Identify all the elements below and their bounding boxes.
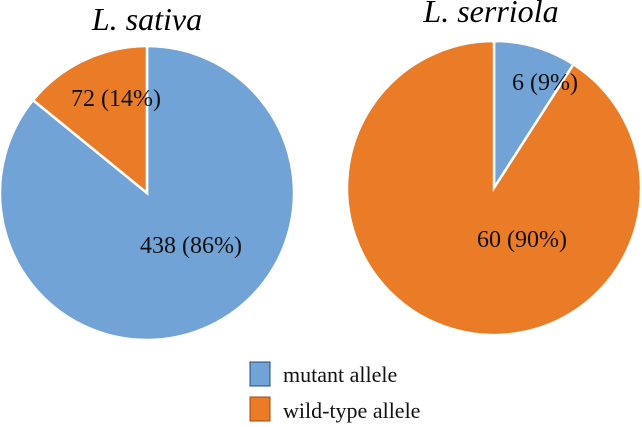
pie-chart-l-serriola: L. serriola 6 (9%) 60 (90%) (345, 0, 642, 337)
slice-label-l-serriola-mutant: 6 (9%) (512, 70, 578, 96)
pie-title-l-sativa: L. sativa (91, 1, 202, 37)
legend-label-mutant: mutant allele (283, 362, 397, 387)
legend-label-wild-type: wild-type allele (283, 398, 420, 423)
pie-slice-l-sativa-wild-type (31, 44, 149, 196)
pie-slice-l-serriola-wild-type (345, 39, 642, 337)
slice-label-l-serriola-wild-type: 60 (90%) (477, 227, 567, 253)
pie-chart-l-sativa: L. sativa 438 (86%) 72 (14%) (0, 1, 296, 342)
slice-label-l-sativa-mutant: 438 (86%) (140, 233, 242, 259)
legend-swatch-wild-type (249, 396, 271, 422)
legend-swatch-mutant (249, 361, 271, 387)
legend: mutant allele wild-type allele (249, 361, 420, 423)
slice-label-l-sativa-wild-type: 72 (14%) (71, 86, 161, 112)
pie-slice-l-serriola-mutant (492, 39, 576, 193)
pie-title-l-serriola: L. serriola (422, 0, 558, 29)
